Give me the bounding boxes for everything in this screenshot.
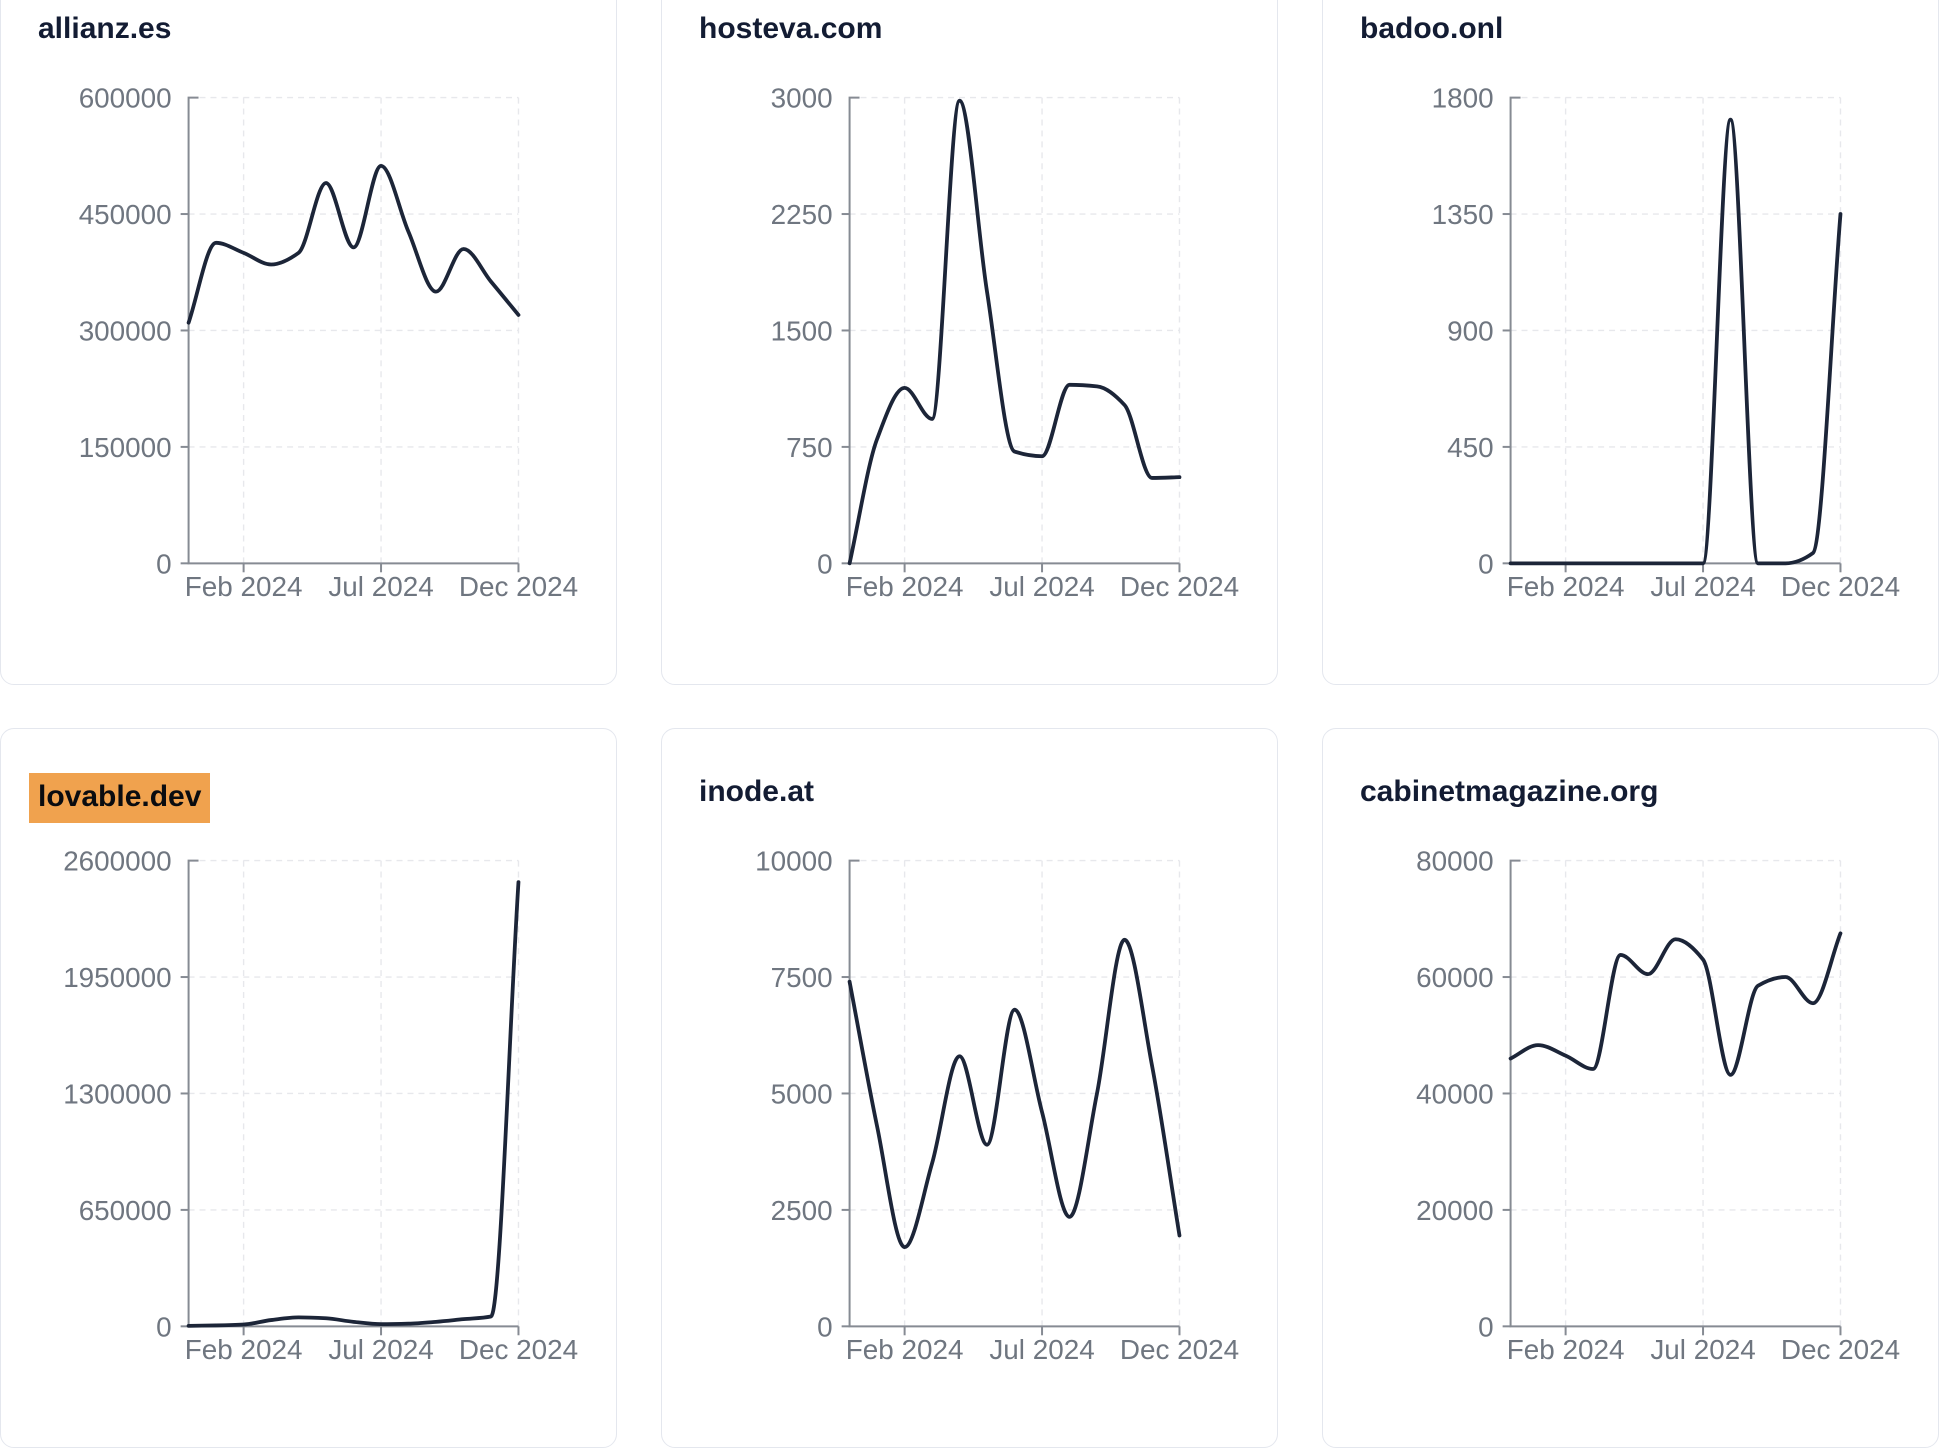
- x-axis-tick-label: Jul 2024: [989, 571, 1094, 602]
- line-chart: 0 20000 40000 60000 80000 Feb 2024 Jul 2024 Dec…: [1416, 846, 1900, 1366]
- y-axis-tick-label: 3000: [771, 83, 833, 114]
- x-axis-tick-label: Jul 2024: [328, 1334, 433, 1365]
- x-axis-tick-label: Dec 2024: [1781, 571, 1900, 602]
- y-axis-tick-label: 1350: [1432, 199, 1494, 230]
- trend-line: [1508, 931, 1843, 1077]
- x-axis-tick-label: Jul 2024: [328, 571, 433, 602]
- trend-line: [847, 937, 1182, 1250]
- chart-card-inode-at: inode.at 0 2500 5000 7500 10000 Feb 2024 Jul 2…: [661, 728, 1278, 1448]
- y-axis-tick-label: 900: [1447, 315, 1493, 346]
- y-axis-tick-label: 0: [1478, 1311, 1494, 1342]
- y-axis-tick-label: 2600000: [63, 846, 171, 877]
- y-axis-tick-label: 5000: [771, 1078, 833, 1109]
- y-axis-tick-label: 1300000: [63, 1078, 171, 1109]
- axis-line: [1509, 859, 1841, 1328]
- domain-name-label[interactable]: cabinetmagazine.org: [1360, 775, 1659, 808]
- y-axis-tick-label: 80000: [1416, 846, 1493, 877]
- y-axis-tick-label: 20000: [1416, 1195, 1493, 1226]
- line-chart: 0 450 900 1350 1800 Feb 2024 Jul 2024 Dec 2024: [1432, 83, 1900, 603]
- y-axis-tick-label: 0: [817, 1311, 833, 1342]
- y-axis-tick-label: 750: [786, 432, 832, 463]
- x-axis-tick-label: Dec 2024: [1120, 1334, 1239, 1365]
- x-axis-tick-label: Jul 2024: [989, 1334, 1094, 1365]
- x-axis-tick-label: Feb 2024: [846, 1334, 964, 1365]
- y-axis-tick-label: 0: [156, 1311, 172, 1342]
- y-axis-tick-label: 1800: [1432, 83, 1494, 114]
- trend-line: [186, 163, 521, 325]
- domain-name-label[interactable]: badoo.onl: [1360, 12, 1504, 45]
- chart-title: inode.at: [699, 773, 814, 811]
- y-axis-tick-label: 2500: [771, 1195, 833, 1226]
- domain-name-label[interactable]: inode.at: [699, 775, 815, 808]
- chart-card-lovable-dev: lovable.dev 0 650000 1300000 1950000 2600000…: [0, 728, 617, 1448]
- chart-card-allianz-es: allianz.es 0 150000 300000 450000 600000 Feb …: [0, 0, 617, 685]
- x-axis-tick-label: Jul 2024: [1650, 1334, 1755, 1365]
- chart-title: lovable.dev: [29, 773, 211, 823]
- chart-card-hosteva-com: hosteva.com 0 750 1500 2250 3000 Feb 2024 Jul …: [661, 0, 1278, 685]
- y-axis-tick-label: 1500: [771, 315, 833, 346]
- chart-title: hosteva.com: [699, 10, 882, 48]
- y-axis-tick-label: 650000: [79, 1195, 172, 1226]
- y-axis-tick-label: 7500: [771, 962, 833, 993]
- line-chart: 0 650000 1300000 1950000 2600000 Feb 2024 Jul …: [63, 846, 578, 1366]
- y-axis-tick-label: 40000: [1416, 1078, 1493, 1109]
- y-axis-tick-label: 10000: [755, 846, 832, 877]
- y-axis-tick-label: 1950000: [63, 962, 171, 993]
- y-axis-tick-label: 450000: [79, 199, 172, 230]
- y-axis-tick-label: 150000: [79, 432, 172, 463]
- y-axis-tick-label: 2250: [771, 199, 833, 230]
- y-axis-tick-label: 300000: [79, 315, 172, 346]
- x-axis-tick-label: Jul 2024: [1650, 571, 1755, 602]
- x-axis-tick-label: Feb 2024: [846, 571, 964, 602]
- trend-line: [1508, 117, 1843, 566]
- x-axis-tick-label: Dec 2024: [459, 571, 578, 602]
- line-chart: 0 2500 5000 7500 10000 Feb 2024 Jul 2024 Dec 20…: [755, 846, 1239, 1366]
- chart-card-badoo-onl: badoo.onl 0 450 900 1350 1800 Feb 2024 Jul 202…: [1322, 0, 1939, 685]
- y-axis-tick-label: 600000: [79, 83, 172, 114]
- axis-line: [848, 96, 1180, 565]
- x-axis-tick-label: Dec 2024: [1120, 571, 1239, 602]
- domain-name-label[interactable]: hosteva.com: [699, 12, 883, 45]
- y-axis-tick-label: 0: [817, 548, 833, 579]
- chart-title: cabinetmagazine.org: [1360, 773, 1658, 811]
- x-axis-tick-label: Feb 2024: [185, 571, 303, 602]
- line-chart: 0 150000 300000 450000 600000 Feb 2024 Jul 202…: [79, 83, 578, 603]
- x-axis-tick-label: Dec 2024: [1781, 1334, 1900, 1365]
- chart-card-cabinetmagazine-org: cabinetmagazine.org 0 20000 40000 60000 8000…: [1322, 728, 1939, 1448]
- x-axis-tick-label: Feb 2024: [1507, 571, 1625, 602]
- line-chart: 0 750 1500 2250 3000 Feb 2024 Jul 2024 Dec 2024: [771, 83, 1239, 603]
- chart-title: badoo.onl: [1360, 10, 1503, 48]
- trend-line: [186, 880, 521, 1328]
- y-axis-tick-label: 60000: [1416, 962, 1493, 993]
- y-axis-tick-label: 0: [1478, 548, 1494, 579]
- x-axis-tick-label: Feb 2024: [185, 1334, 303, 1365]
- axis-line: [848, 859, 1180, 1328]
- domain-name-label[interactable]: allianz.es: [38, 12, 172, 45]
- chart-title: allianz.es: [38, 10, 171, 48]
- x-axis-tick-label: Dec 2024: [459, 1334, 578, 1365]
- x-axis-tick-label: Feb 2024: [1507, 1334, 1625, 1365]
- y-axis-tick-label: 0: [156, 548, 172, 579]
- y-axis-tick-label: 450: [1447, 432, 1493, 463]
- domain-name-label-highlighted[interactable]: lovable.dev: [29, 773, 211, 823]
- trend-line: [847, 98, 1182, 566]
